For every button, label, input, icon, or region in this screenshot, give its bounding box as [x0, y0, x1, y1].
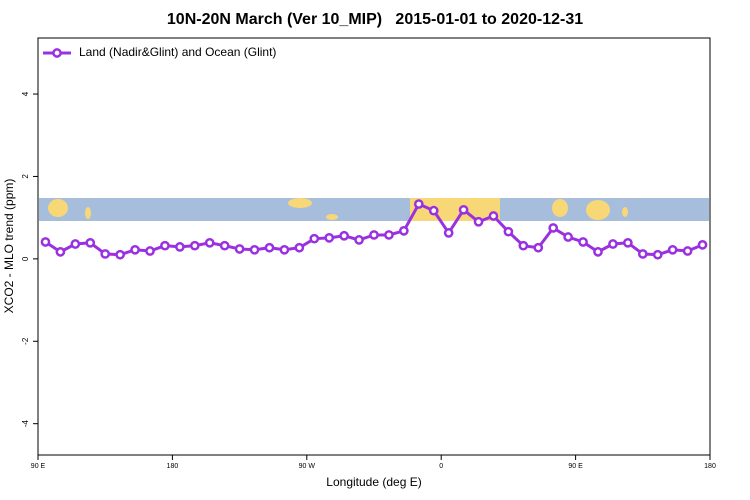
data-point [115, 249, 125, 260]
data-point [324, 232, 335, 243]
data-point [354, 235, 364, 245]
data-point [189, 240, 200, 251]
data-point [443, 228, 454, 238]
data-point [652, 249, 663, 260]
x-tick-label: 90 E [31, 463, 46, 470]
data-point [473, 216, 484, 227]
data-point [100, 249, 111, 259]
x-tick-label: 90 W [299, 463, 316, 470]
x-axis-label: Longitude (deg E) [326, 475, 421, 489]
x-tick-label: 180 [167, 463, 179, 470]
data-point [384, 230, 394, 240]
data-point [249, 244, 260, 255]
data-point [85, 237, 96, 248]
data-point [40, 237, 51, 247]
data-point [294, 242, 305, 253]
y-tick-label: 4 [21, 91, 30, 96]
data-point [637, 249, 648, 259]
y-tick-label: 0 [21, 256, 30, 261]
x-tick-label: 180 [704, 463, 716, 470]
y-tick-label: -2 [21, 337, 30, 345]
data-point [667, 244, 678, 255]
data-point [697, 240, 708, 250]
data-point [608, 239, 618, 249]
plot-frame [37, 37, 711, 456]
data-point [55, 247, 66, 257]
data-point [339, 230, 349, 241]
data-point [413, 199, 424, 209]
data-point [533, 242, 544, 253]
data-point [130, 244, 140, 255]
data-point [160, 240, 170, 251]
data-point [204, 237, 215, 248]
map-strip [39, 198, 709, 221]
data-point [428, 205, 439, 216]
data-point [548, 223, 559, 233]
data-point [458, 204, 469, 215]
y-tick-label: -4 [21, 420, 30, 428]
data-point [518, 240, 529, 251]
y-axis-label: XCO2 - MLO trend (ppm) [2, 179, 16, 314]
data-point [175, 242, 185, 252]
data-point [234, 244, 245, 254]
data-point [264, 242, 275, 253]
legend-label: Land (Nadir&Glint) and Ocean (Glint) [79, 45, 276, 59]
legend-marker [52, 48, 62, 58]
data-point [503, 226, 514, 237]
data-point [145, 246, 155, 256]
data-point [70, 239, 81, 249]
data-point [309, 233, 320, 244]
data-point [682, 246, 693, 256]
data-point [369, 230, 379, 240]
data-point [623, 237, 633, 248]
data-point [578, 237, 588, 247]
x-tick-label: 0 [439, 463, 443, 470]
data-point [488, 211, 499, 221]
data-point [593, 247, 603, 257]
data-point [563, 232, 573, 242]
data-point [279, 244, 290, 255]
data-point [399, 225, 409, 236]
data-point [219, 240, 230, 251]
x-tick-label: 90 E [568, 463, 583, 470]
y-tick-label: 2 [21, 174, 30, 179]
chart-title: 10N-20N March (Ver 10_MIP) 2015-01-01 to… [167, 11, 583, 28]
